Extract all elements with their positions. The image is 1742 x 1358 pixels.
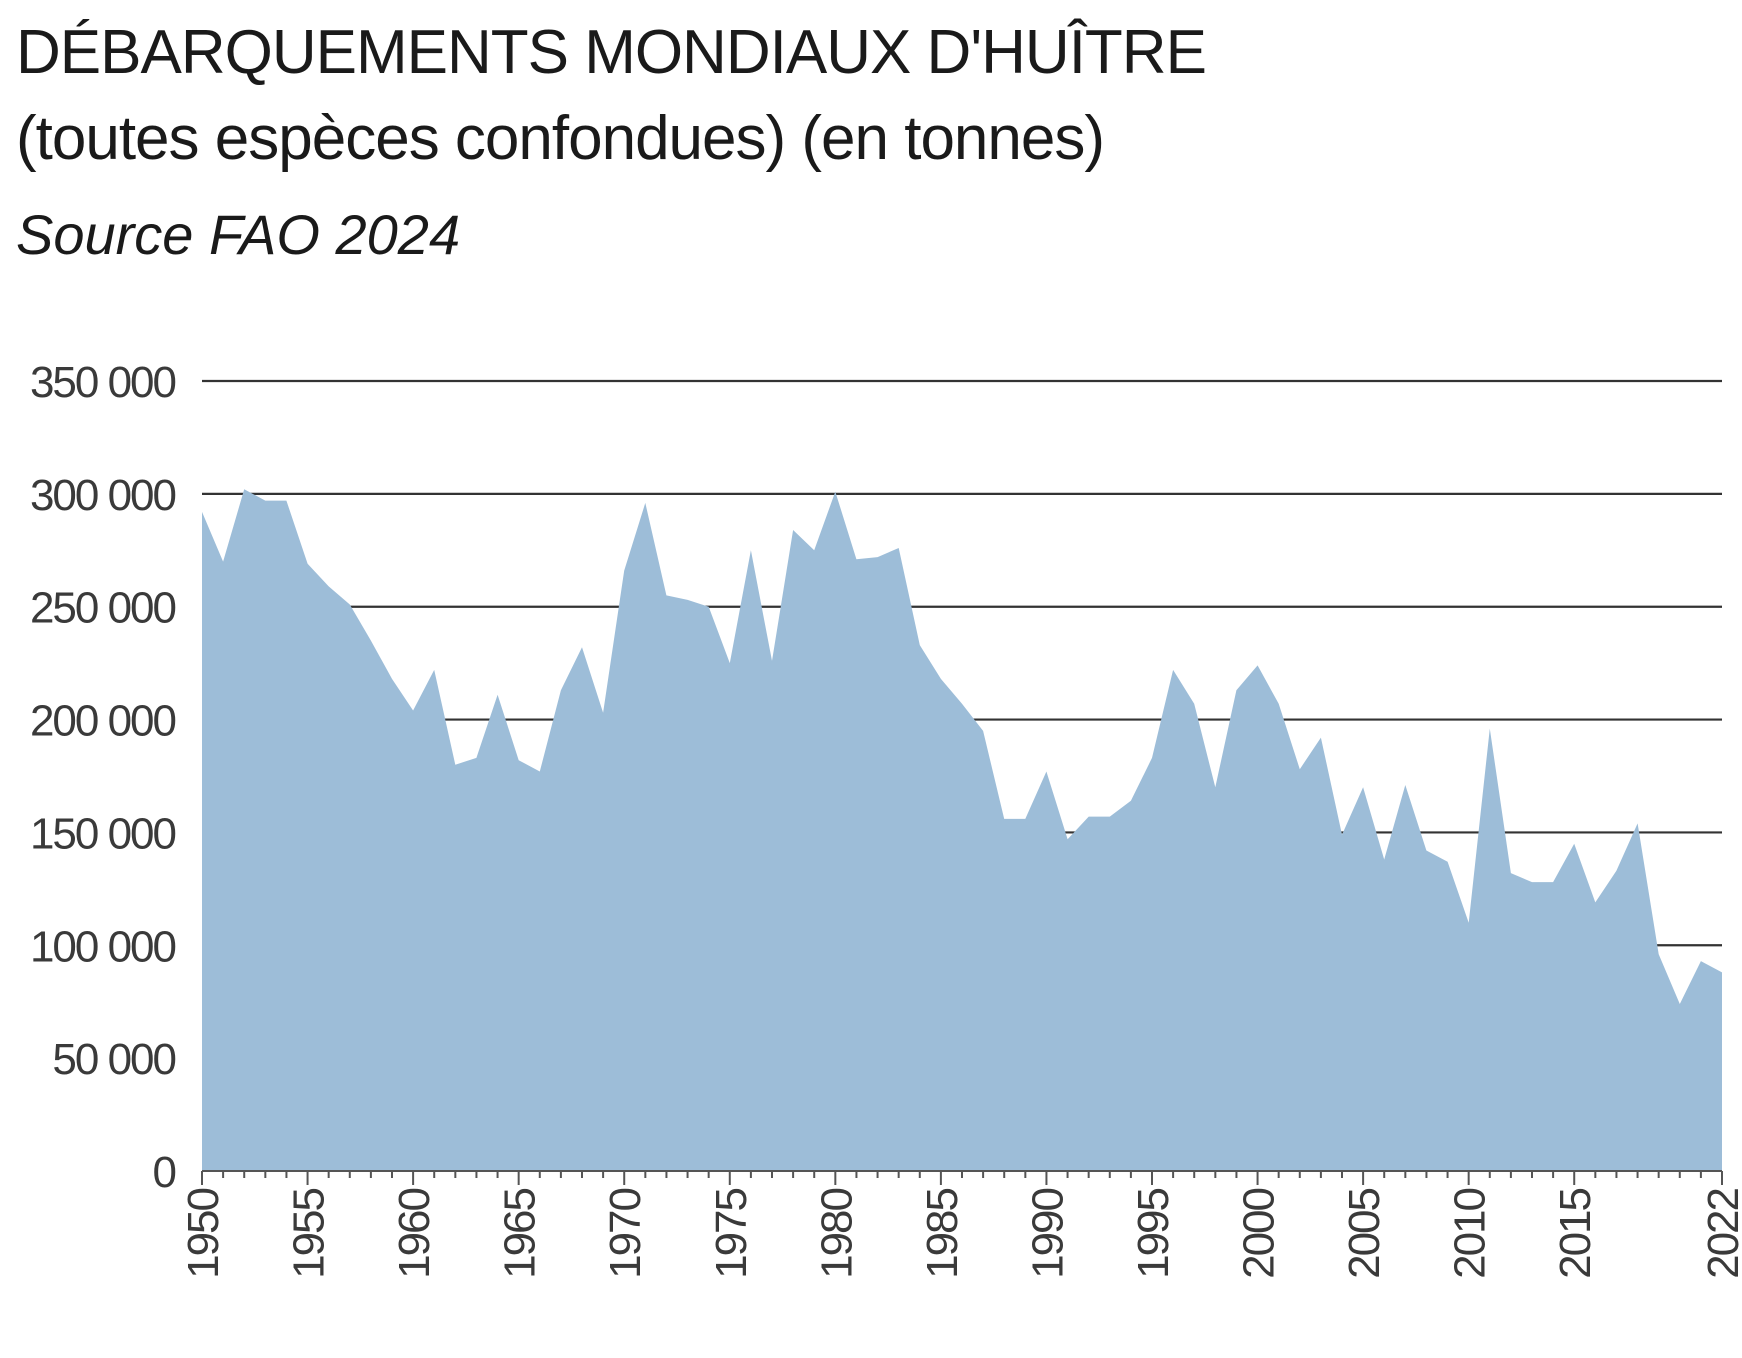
x-tick-label: 1950: [179, 1188, 228, 1278]
x-tick-label: 1965: [496, 1188, 545, 1278]
area-series: [202, 489, 1722, 1171]
chart-source: Source FAO 2024: [16, 203, 461, 266]
y-tick-label: 300 000: [30, 471, 176, 520]
x-tick-label: 1955: [285, 1188, 334, 1278]
x-tick-label: 1975: [707, 1188, 756, 1278]
x-tick-label: 2010: [1446, 1188, 1495, 1278]
y-tick-label: 50 000: [52, 1035, 175, 1084]
y-tick-label: 350 000: [30, 358, 176, 407]
x-tick-label: 2005: [1340, 1188, 1389, 1278]
y-tick-label: 200 000: [30, 697, 176, 746]
x-tick-label: 2022: [1699, 1188, 1742, 1278]
y-tick-label: 100 000: [30, 922, 176, 971]
x-tick-label: 2015: [1551, 1188, 1600, 1278]
y-tick-label: 0: [153, 1148, 176, 1197]
y-axis-ticks: 0 50 000 100 000 150 000 200 000 250 000 300 0…: [30, 358, 178, 1197]
x-tick-label: 1970: [601, 1188, 650, 1278]
x-tick-label: 1985: [918, 1188, 967, 1278]
x-tick-label: 1995: [1129, 1188, 1178, 1278]
chart-subtitle: (toutes espèces confondues) (en tonnes): [16, 104, 1105, 173]
x-tick-label: 2000: [1235, 1188, 1284, 1278]
x-tick-label: 1980: [812, 1188, 861, 1278]
chart-title: DÉBARQUEMENTS MONDIAUX D'HUÎTRE: [16, 18, 1207, 87]
x-axis: 1950 1955 1960 1965 1970 1975 1980 1985 1990 1995…: [179, 1170, 1742, 1279]
x-tick-label: 1960: [390, 1188, 439, 1278]
y-tick-label: 250 000: [30, 584, 176, 633]
y-tick-label: 150 000: [30, 809, 176, 858]
x-tick-label: 1990: [1023, 1188, 1072, 1278]
area-series-shape: [202, 489, 1722, 1171]
